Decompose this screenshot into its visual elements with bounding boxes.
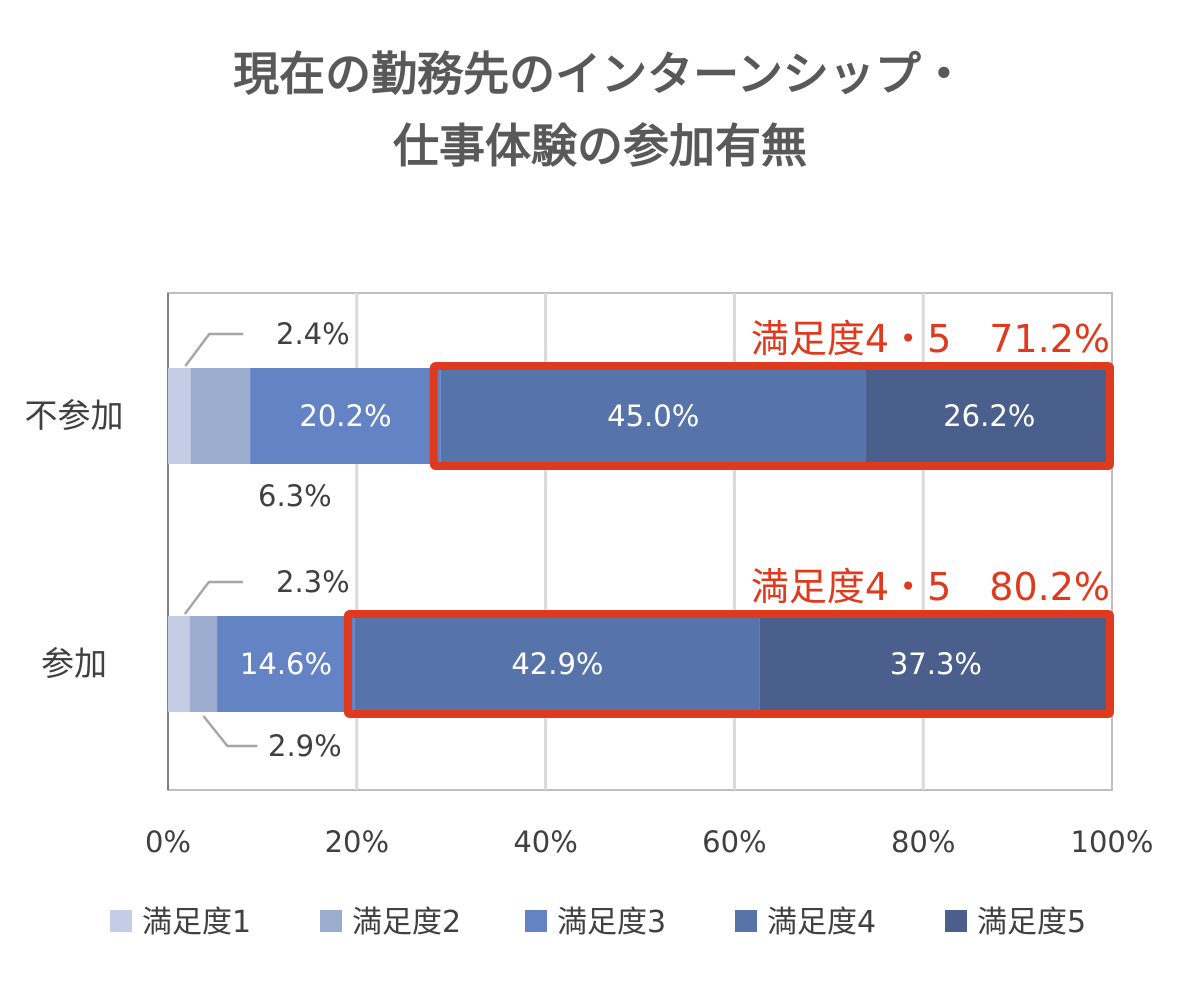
highlight-label: 満足度4・5 80.2% [751,565,1110,609]
x-tick-label: 60% [702,825,766,859]
data-label: 45.0% [607,399,699,433]
bar-segment [168,616,190,712]
legend-swatch [110,910,132,932]
data-label: 14.6% [240,647,332,681]
data-label: 42.9% [511,647,603,681]
bar-segment [354,616,760,712]
bar-segment [250,368,441,464]
data-label: 6.3% [258,479,332,513]
category-label: 参加 [41,644,107,683]
x-tick-label: 40% [513,825,577,859]
category-label: 不参加 [25,396,124,435]
legend-swatch [525,910,547,932]
data-label: 2.9% [268,729,342,763]
leader-line [184,332,244,367]
legend-label: 満足度3 [557,905,666,940]
legend-label: 満足度4 [767,905,876,940]
legend-swatch [735,910,757,932]
highlight-label: 満足度4・5 71.2% [751,317,1110,361]
chart-title-line-2: 仕事体験の参加有無 [393,119,807,173]
leader-line [183,580,243,615]
bar-segment [168,368,191,464]
x-tick-label: 80% [891,825,955,859]
bar-segment [759,616,1112,712]
data-label: 2.4% [276,317,350,351]
data-label: 37.3% [890,647,982,681]
legend-label: 満足度2 [352,905,461,940]
legend-label: 満足度5 [977,905,1086,940]
x-tick-label: 100% [1071,825,1154,859]
data-label: 20.2% [299,399,391,433]
bar-segment [440,368,866,464]
leader-line [202,715,258,748]
data-label: 26.2% [943,399,1035,433]
legend-label: 満足度1 [142,905,251,940]
bar-segment [189,616,218,712]
x-tick-label: 20% [325,825,389,859]
legend-swatch [320,910,342,932]
highlight-box [429,362,1115,470]
x-tick-label: 0% [145,825,191,859]
highlight-box [343,610,1114,718]
data-label: 2.3% [276,565,350,599]
bar-segment [217,616,355,712]
chart-title-line-1: 現在の勤務先のインターンシップ・ [233,47,967,101]
legend-swatch [945,910,967,932]
bar-segment [865,368,1113,464]
bar-segment [190,368,251,464]
